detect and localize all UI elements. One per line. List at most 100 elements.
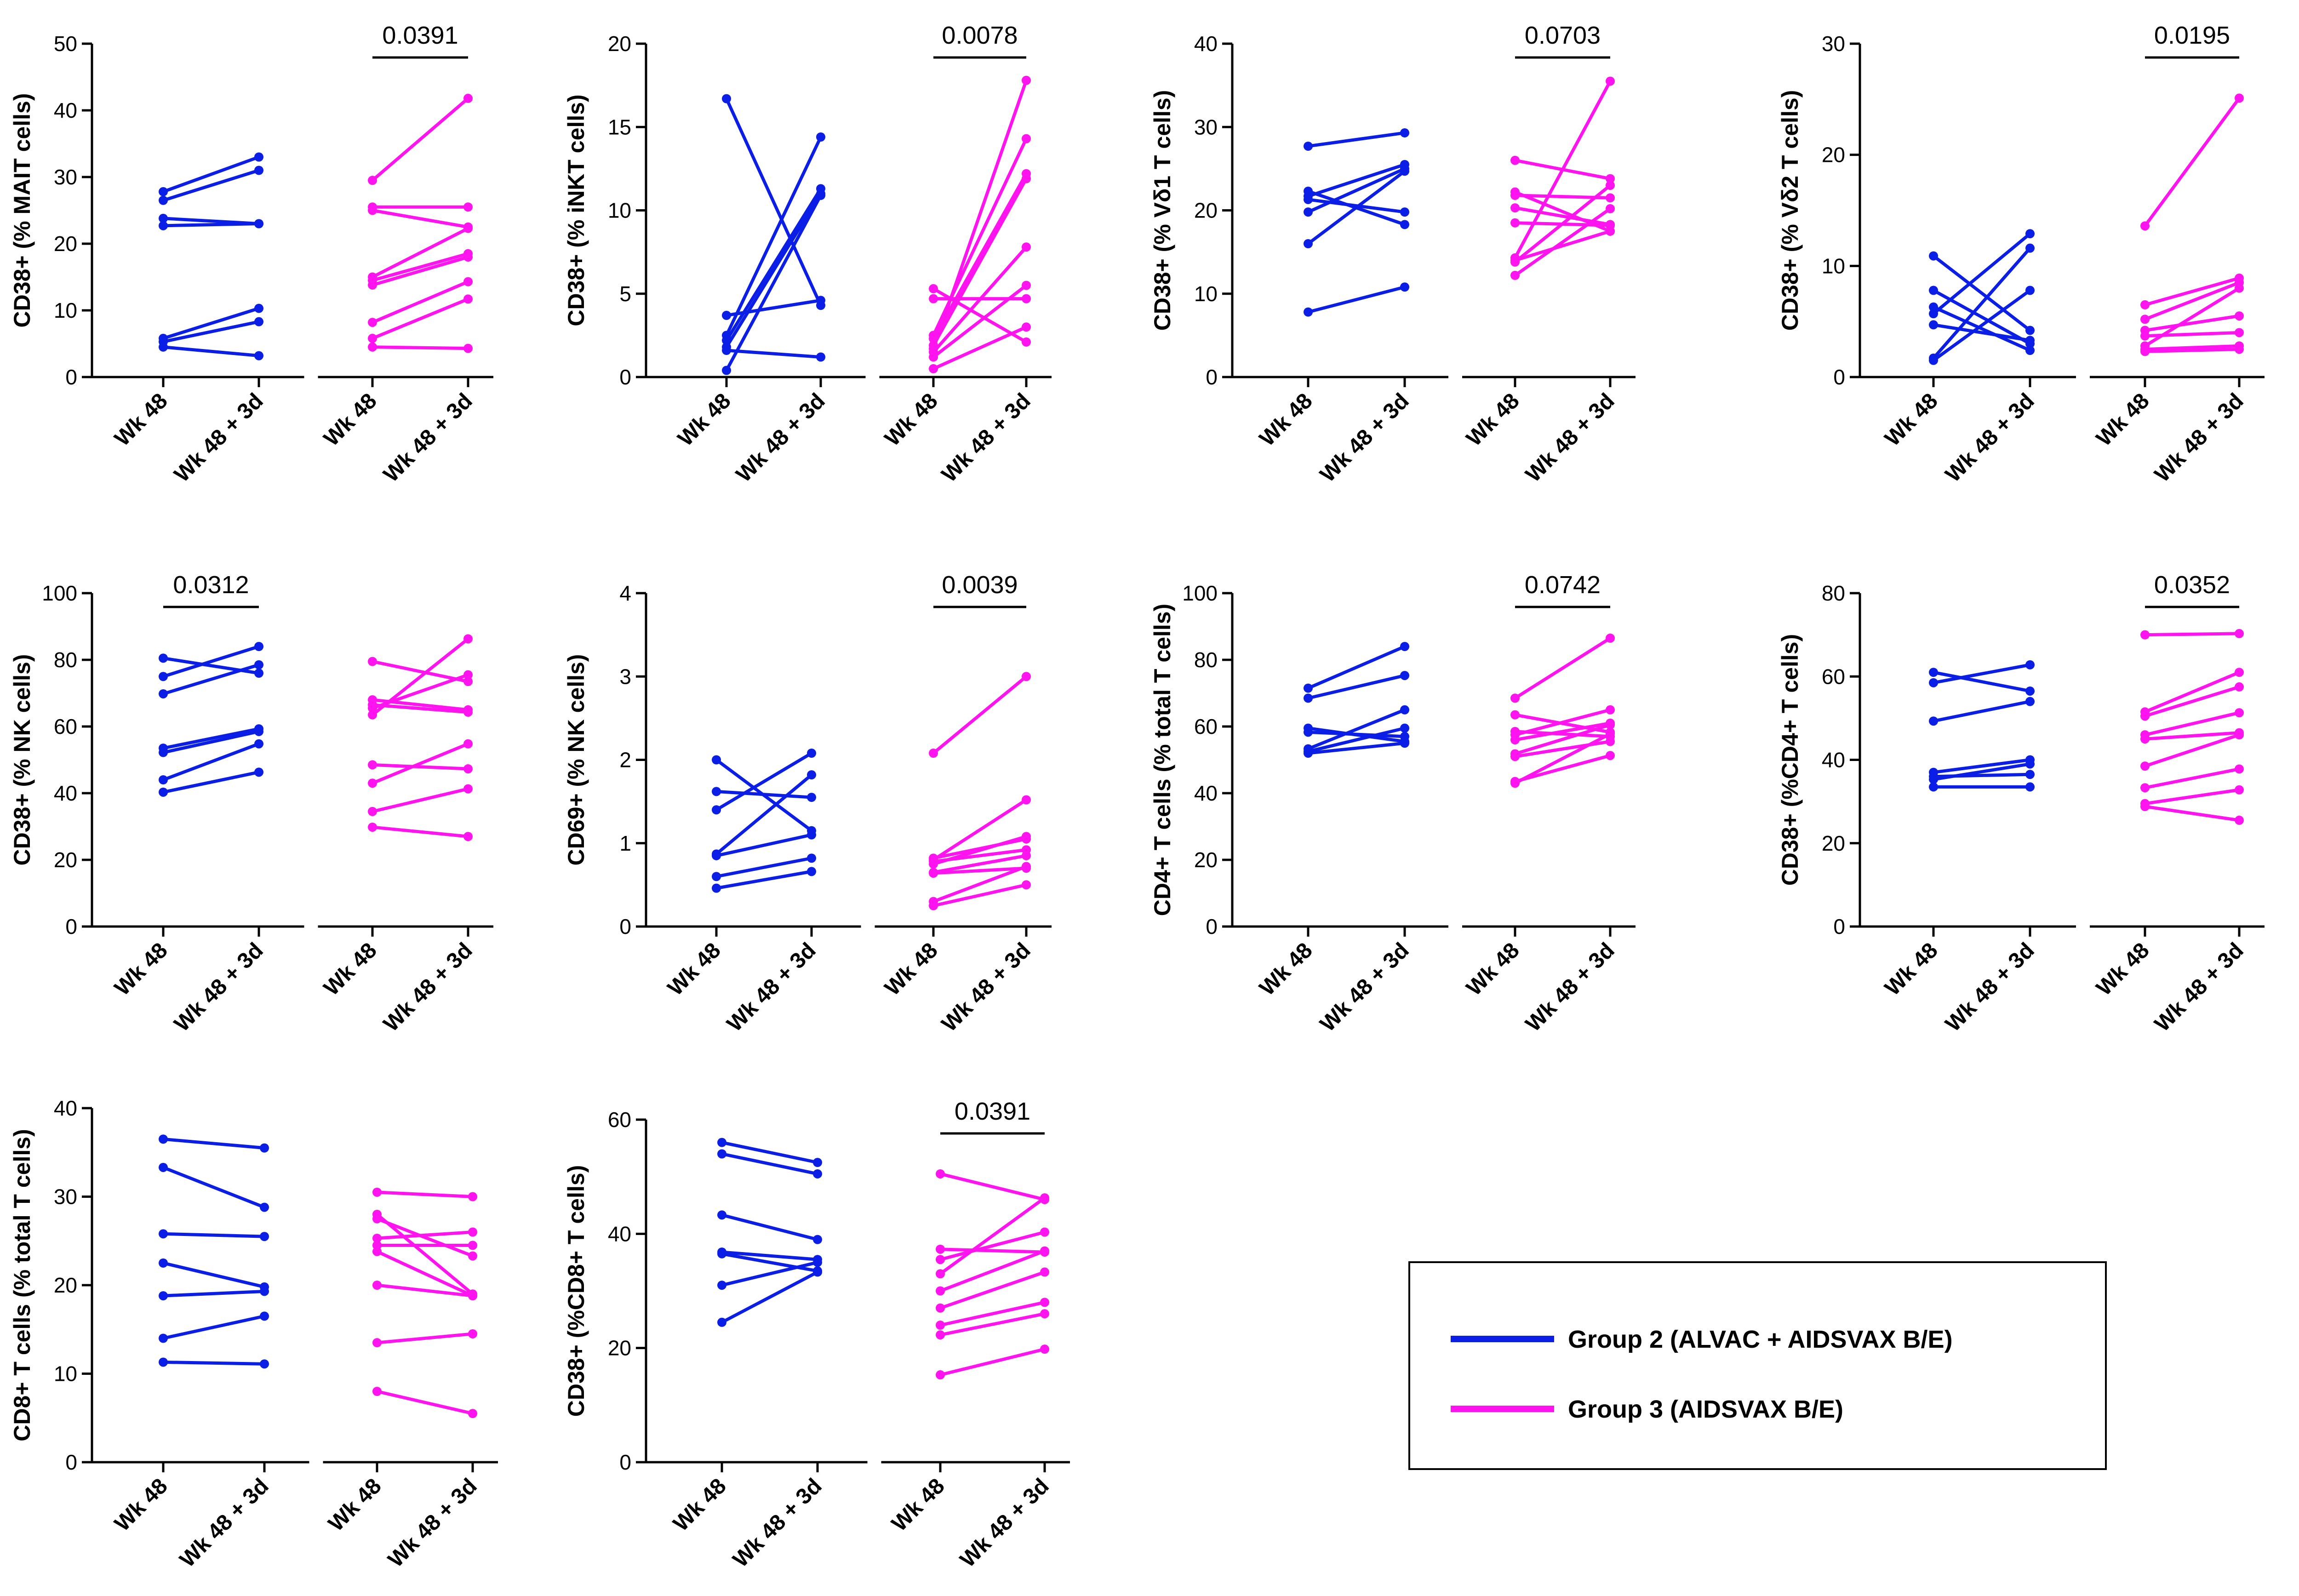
- data-point: [260, 1287, 269, 1296]
- data-point: [816, 352, 825, 362]
- x-tick-label: Wk 48 + 3d: [1521, 938, 1619, 1036]
- data-point: [1606, 204, 1615, 213]
- y-tick-label: 5: [619, 282, 631, 306]
- pair-line: [932, 245, 1028, 354]
- data-point: [2235, 682, 2244, 692]
- y-tick-label: 30: [1822, 32, 1845, 56]
- data-point: [1022, 795, 1031, 805]
- y-tick-label: 0: [1833, 365, 1845, 389]
- data-point: [254, 303, 263, 313]
- data-point: [1606, 720, 1615, 730]
- data-point: [2025, 782, 2035, 792]
- data-point: [1304, 307, 1313, 317]
- data-point: [159, 1333, 168, 1343]
- y-tick-label: 20: [54, 848, 77, 872]
- pair-line: [720, 1252, 819, 1273]
- x-tick-label: Wk 48: [324, 1474, 386, 1536]
- y-tick-label: 0: [65, 915, 77, 938]
- y-axis-label: CD4+ T cells (% total T cells): [1150, 604, 1175, 916]
- pair-line: [371, 703, 470, 714]
- data-point: [1040, 1344, 1049, 1354]
- legend-label: Group 3 (AIDSVAX B/E): [1568, 1396, 1843, 1423]
- data-point: [1510, 693, 1520, 703]
- data-point: [254, 669, 263, 678]
- x-tick-label: Wk 48: [887, 1474, 949, 1536]
- data-point: [1606, 751, 1615, 761]
- y-axis-label: CD8+ T cells (% total T cells): [9, 1129, 35, 1441]
- data-point: [2235, 328, 2244, 338]
- pair-line: [161, 742, 261, 782]
- pair-line: [720, 1270, 819, 1324]
- y-tick-label: 40: [54, 1096, 77, 1120]
- data-point: [372, 1387, 382, 1396]
- pair-line: [715, 789, 813, 799]
- pair-line: [375, 1213, 475, 1296]
- data-point: [1606, 226, 1615, 236]
- data-point: [1929, 286, 1938, 295]
- x-tick-label: Wk 48 + 3d: [170, 389, 268, 487]
- y-tick-label: 100: [42, 581, 77, 605]
- pair-line: [715, 773, 813, 856]
- data-point: [1929, 678, 1938, 687]
- pair-line: [2143, 733, 2241, 768]
- data-point: [254, 219, 263, 229]
- data-point: [1400, 207, 1409, 217]
- series-group-2: [1304, 642, 1409, 758]
- y-tick-label: 60: [1822, 664, 1845, 688]
- pair-line: [1513, 80, 1612, 260]
- data-point: [2025, 660, 2035, 669]
- pair-line: [161, 169, 261, 202]
- data-point: [260, 1311, 269, 1321]
- pair-line: [1306, 285, 1407, 314]
- pair-line: [1306, 726, 1407, 753]
- data-point: [368, 176, 377, 185]
- data-point: [463, 784, 473, 794]
- data-point: [1022, 851, 1031, 860]
- data-point: [2140, 221, 2150, 231]
- x-tick-label: Wk 48: [1462, 389, 1524, 451]
- data-point: [712, 872, 721, 881]
- data-point: [2235, 629, 2244, 638]
- data-point: [368, 342, 377, 352]
- y-tick-label: 30: [1194, 115, 1218, 139]
- x-tick-label: Wk 48: [663, 938, 726, 1001]
- data-point: [159, 1357, 168, 1367]
- data-point: [468, 1227, 477, 1237]
- data-point: [1929, 782, 1938, 792]
- data-point: [254, 152, 263, 162]
- data-point: [717, 1138, 726, 1147]
- x-tick-label: Wk 48 + 3d: [937, 938, 1035, 1036]
- data-point: [159, 1229, 168, 1239]
- pair-line: [1932, 254, 2032, 332]
- data-point: [1929, 668, 1938, 677]
- pair-line: [2143, 767, 2241, 789]
- pair-line: [725, 349, 823, 359]
- data-point: [159, 342, 168, 352]
- x-tick-label: Wk 48: [2092, 938, 2154, 1001]
- data-point: [254, 660, 263, 669]
- data-point: [1606, 181, 1615, 190]
- pair-line: [938, 1249, 1047, 1293]
- pair-line: [1513, 229, 1612, 262]
- data-point: [254, 351, 263, 360]
- data-point: [2025, 759, 2035, 769]
- y-tick-label: 4: [619, 581, 631, 605]
- data-point: [368, 822, 377, 832]
- series-group-3: [368, 93, 473, 353]
- data-point: [2140, 783, 2150, 793]
- y-axis-label: CD38+ (%CD4+ T cells): [1777, 634, 1803, 886]
- data-point: [1400, 738, 1409, 748]
- data-point: [1022, 862, 1031, 871]
- x-tick-label: Wk 48: [110, 938, 172, 1001]
- x-tick-label: Wk 48: [1255, 389, 1317, 451]
- pair-line: [161, 1166, 266, 1209]
- data-point: [936, 1244, 945, 1254]
- data-point: [1400, 642, 1409, 651]
- y-tick-label: 60: [608, 1108, 631, 1132]
- data-point: [254, 726, 263, 736]
- pair-line: [161, 307, 261, 340]
- data-point: [1304, 194, 1313, 204]
- data-point: [712, 787, 721, 796]
